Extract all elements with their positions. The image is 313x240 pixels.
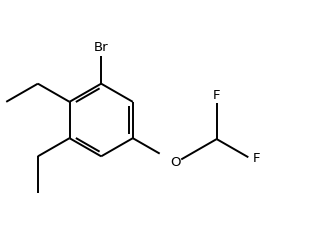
- Text: O: O: [170, 156, 181, 169]
- Text: Br: Br: [94, 41, 109, 54]
- Text: F: F: [253, 152, 260, 165]
- Text: F: F: [213, 89, 220, 102]
